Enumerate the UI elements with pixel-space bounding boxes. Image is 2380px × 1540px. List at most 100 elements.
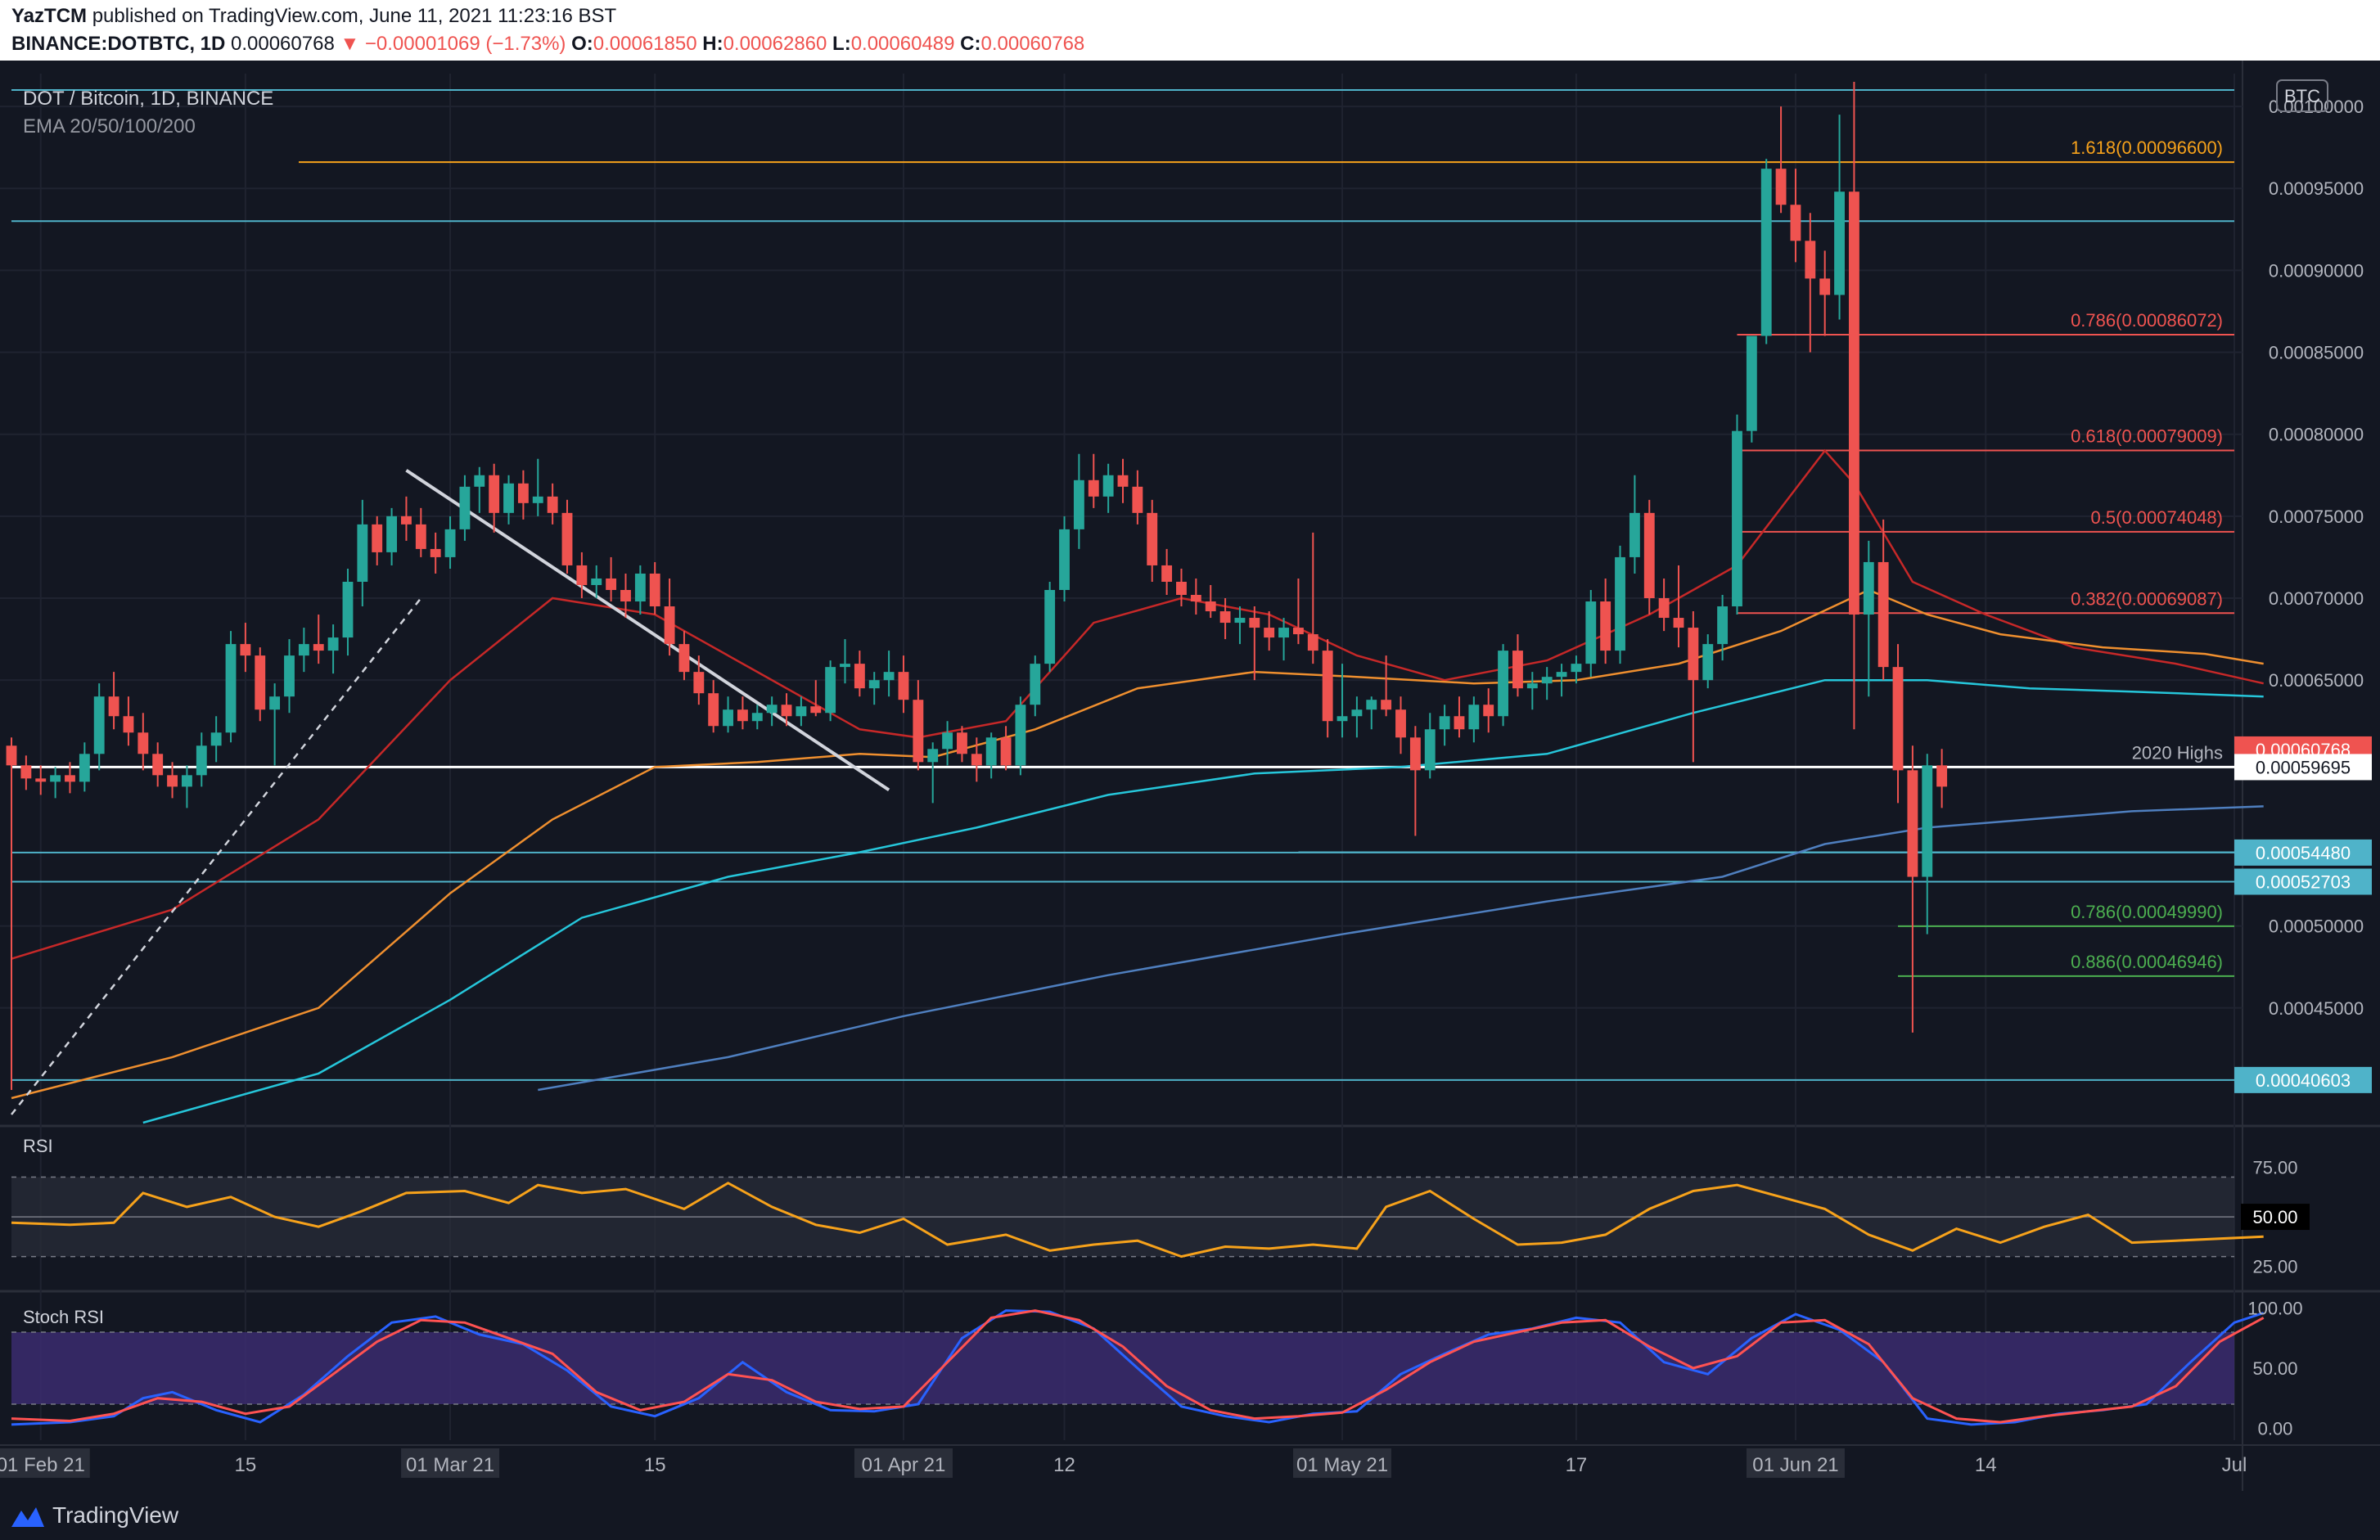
publisher-name[interactable]: YazTCM	[11, 5, 88, 27]
candle-body	[634, 573, 646, 602]
candle-body	[20, 765, 32, 779]
price-axis[interactable]: 0.00100000 0.00095000 0.00090000 0.00085000…	[2234, 97, 2372, 1439]
candle-body	[35, 778, 47, 782]
candle-body	[985, 737, 997, 766]
candle-body	[313, 644, 324, 651]
rsi-tick-label: 75.00	[2252, 1157, 2297, 1178]
stoch-tick-label: 100.00	[2247, 1299, 2302, 1319]
candles[interactable]	[6, 82, 1948, 1090]
time-tick-label: 01 Jun 21	[1752, 1454, 1838, 1476]
candle-body	[181, 775, 192, 787]
candle-body	[737, 709, 748, 722]
price-badge-bg	[2234, 839, 2372, 866]
price-change: ▼ −0.00001069 (−1.73%)	[340, 33, 566, 55]
candle-body	[50, 775, 61, 782]
candle-body	[766, 705, 778, 714]
currency-badge[interactable]: BTC	[2284, 86, 2320, 106]
candle-body	[1439, 716, 1450, 730]
publisher-line: YazTCM published on TradingView.com, Jun…	[11, 5, 616, 28]
candle-body	[123, 716, 134, 733]
trendline	[405, 469, 890, 792]
last-price: 0.00060768	[231, 33, 335, 55]
candle-body	[196, 745, 207, 776]
publication-header: YazTCM published on TradingView.com, Jun…	[0, 0, 2380, 61]
candle-body	[1805, 241, 1816, 279]
time-tick-badge	[1746, 1448, 1845, 1478]
candle-body	[255, 655, 266, 710]
candle-body	[1834, 191, 1845, 295]
price-tick-label: 0.00045000	[2269, 998, 2364, 1019]
stoch-tick-label: 0.00	[2258, 1418, 2293, 1439]
time-axis[interactable]: 01 Feb 21 15 01 Mar 21 15 01 Apr 21 12 01 May …	[0, 1448, 2247, 1478]
candle-body	[1746, 335, 1757, 431]
candle-body	[664, 606, 675, 645]
rsi-pane	[11, 1176, 2264, 1259]
time-tick-label: 17	[1566, 1454, 1588, 1476]
stoch-rsi-label: Stoch RSI	[23, 1307, 104, 1327]
candle-body	[1132, 486, 1143, 513]
close-label: C:	[960, 33, 981, 55]
chart-canvas[interactable]: 1.618(0.00096600) 0.786(0.00086072) 0.618(…	[0, 61, 2380, 1491]
candle-body	[561, 512, 573, 565]
high-label: H:	[702, 33, 723, 55]
grid	[0, 61, 2380, 1491]
candle-body	[1732, 430, 1742, 607]
candle-body	[723, 709, 733, 727]
candle-body	[1922, 765, 1933, 877]
candle-body	[1819, 278, 1831, 295]
price-badge-bg	[2234, 868, 2372, 895]
candle-body	[1030, 664, 1041, 705]
candle-body	[1322, 651, 1333, 722]
candle-body	[825, 667, 836, 714]
candle-body	[898, 672, 909, 700]
high-value: 0.00062860	[723, 33, 827, 55]
candle-body	[152, 754, 164, 776]
candle-body	[840, 664, 850, 668]
candle-body	[1088, 480, 1099, 497]
time-tick-label: 14	[1975, 1454, 1997, 1476]
candle-body	[1688, 628, 1699, 681]
level-label: 0.382(0.00069087)	[2071, 588, 2223, 609]
price-tick-label: 0.00100000	[2269, 97, 2364, 117]
rsi-tick-label: 50.00	[2252, 1207, 2297, 1227]
candle-body	[1015, 705, 1026, 766]
trendlines	[11, 469, 890, 1115]
candle-body	[1190, 595, 1201, 602]
rsi-label: RSI	[23, 1136, 53, 1156]
candle-body	[79, 754, 90, 782]
close-value: 0.00060768	[980, 33, 1085, 55]
candle-body	[1073, 480, 1084, 529]
time-tick-label: 01 Apr 21	[862, 1454, 946, 1476]
candle-body	[298, 644, 309, 656]
candle-body	[532, 496, 543, 503]
candle-body	[708, 693, 719, 727]
candle-body	[796, 706, 807, 717]
currency-badge-frame[interactable]	[2276, 79, 2328, 112]
candle-body	[1161, 565, 1173, 582]
candle-body	[1790, 205, 1801, 241]
candle-body	[1044, 589, 1056, 664]
candle-body	[649, 573, 660, 607]
price-tick-label: 0.00070000	[2269, 588, 2364, 609]
time-tick-label: 15	[235, 1454, 257, 1476]
candle-body	[65, 775, 75, 782]
candle-body	[489, 475, 500, 513]
ema-line	[538, 805, 2264, 1092]
horizontal-levels: 1.618(0.00096600) 0.786(0.00086072) 0.618(…	[11, 89, 2264, 1081]
indicator-label[interactable]: EMA 20/50/100/200	[23, 115, 196, 137]
candle-body	[927, 749, 939, 763]
time-tick-label: 01 Mar 21	[406, 1454, 494, 1476]
candle-body	[1059, 529, 1070, 590]
candle-body	[868, 680, 880, 689]
candle-body	[1585, 601, 1597, 664]
rsi-tick-label: 25.00	[2252, 1257, 2297, 1277]
stoch-band	[11, 1332, 2234, 1404]
level-label: 1.618(0.00096600)	[2071, 137, 2223, 158]
price-badge: 0.00059695	[2256, 757, 2351, 777]
price-badge: 0.00040603	[2256, 1070, 2351, 1091]
footer-brand: TradingView	[52, 1502, 179, 1528]
candle-body	[883, 672, 895, 681]
candle-body	[1424, 729, 1436, 771]
low-value: 0.00060489	[850, 33, 955, 55]
candle-body	[1102, 475, 1114, 497]
